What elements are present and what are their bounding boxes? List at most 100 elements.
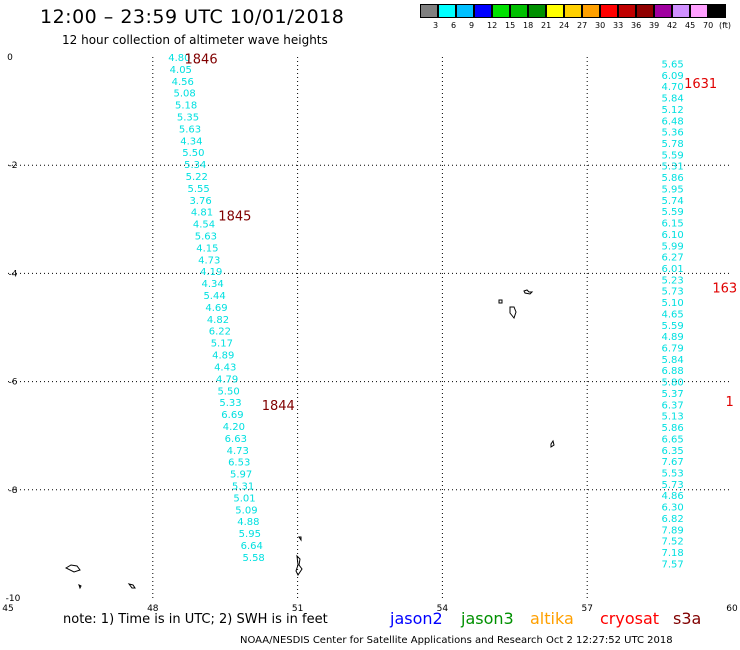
- swh-value: 7.18: [661, 548, 683, 559]
- y-tick-label: -4: [9, 269, 18, 279]
- swh-value: 6.88: [661, 366, 683, 377]
- swh-value: 5.73: [661, 480, 683, 491]
- legend-label: 30: [595, 21, 606, 30]
- legend-swatch: [510, 4, 528, 18]
- swh-value: 6.22: [209, 327, 231, 338]
- swh-value: 4.65: [661, 309, 683, 320]
- legend-swatch: [564, 4, 582, 18]
- y-tick-label: -6: [9, 378, 18, 388]
- swh-value: 5.50: [182, 148, 204, 159]
- swh-value: 3.76: [189, 196, 211, 207]
- legend-swatch: [420, 4, 438, 18]
- swh-value: 5.33: [219, 398, 241, 409]
- swh-value: 6.69: [221, 410, 243, 421]
- satellite-label-jason2: jason2: [390, 609, 443, 628]
- legend-label: 45: [685, 21, 696, 30]
- swh-value: 6.63: [225, 434, 247, 445]
- legend-swatch: [708, 4, 726, 18]
- legend-label: 33: [613, 21, 624, 30]
- swh-value: 5.18: [175, 101, 197, 112]
- legend-label: 12: [487, 21, 498, 30]
- pass-time-label: 1631: [684, 77, 717, 92]
- satellite-label-s3a: s3a: [673, 609, 702, 628]
- swh-value: 6.37: [661, 400, 683, 411]
- swh-value: 6.09: [661, 71, 683, 82]
- swh-value: 4.56: [172, 77, 194, 88]
- legend-label: 39: [649, 21, 660, 30]
- legend-label: 36: [631, 21, 642, 30]
- swh-value: 6.48: [661, 116, 683, 127]
- swh-value: 4.15: [196, 243, 218, 254]
- swh-value: 5.22: [186, 172, 208, 183]
- swh-value: 5.86: [661, 173, 683, 184]
- swh-value: 5.53: [661, 468, 683, 479]
- swh-value: 5.80: [661, 378, 683, 389]
- legend-swatch: [618, 4, 636, 18]
- island: [498, 299, 503, 304]
- island: [523, 289, 534, 295]
- swh-value: 5.17: [211, 339, 233, 350]
- swh-value: 6.82: [661, 514, 683, 525]
- y-tick-label: -2: [9, 161, 18, 171]
- x-tick-label: 57: [581, 604, 592, 614]
- pass-time-label: 163: [712, 282, 737, 297]
- swh-value: 5.44: [203, 291, 225, 302]
- legend-swatch: [636, 4, 654, 18]
- swh-value: 7.57: [661, 559, 683, 570]
- swh-value: 5.50: [217, 386, 239, 397]
- x-tick-label: 54: [437, 604, 449, 614]
- y-tick-label: -10: [6, 594, 21, 604]
- satellite-label-jason3: jason3: [461, 609, 514, 628]
- swh-value: 5.36: [661, 128, 683, 139]
- swh-value: 5.10: [661, 298, 683, 309]
- island: [78, 584, 82, 590]
- swh-value: 4.05: [170, 65, 192, 76]
- swh-value: 5.63: [179, 124, 201, 135]
- satellite-label-cryosat: cryosat: [600, 609, 660, 628]
- swh-value: 5.74: [661, 196, 683, 207]
- swh-value: 4.70: [661, 82, 683, 93]
- swh-value: 4.82: [207, 315, 229, 326]
- swh-value: 6.15: [661, 219, 683, 230]
- swh-value: 5.84: [661, 355, 683, 366]
- x-tick-label: 48: [147, 604, 159, 614]
- swh-value: 5.95: [661, 184, 683, 195]
- swh-value: 6.79: [661, 344, 683, 355]
- page-title: 12:00 – 23:59 UTC 10/01/2018: [40, 6, 345, 28]
- swh-value: 5.35: [177, 113, 199, 124]
- swh-value: 7.67: [661, 457, 683, 468]
- swh-value: 4.88: [237, 517, 259, 528]
- swh-value: 5.97: [230, 470, 252, 481]
- swh-value: 4.79: [216, 374, 238, 385]
- island: [127, 583, 136, 589]
- legend-label: 42: [667, 21, 678, 30]
- swh-value: 4.19: [200, 267, 222, 278]
- credit-text: NOAA/NESDIS Center for Satellite Applica…: [240, 635, 673, 646]
- legend-swatch: [654, 4, 672, 18]
- pass-time-label: 1846: [185, 53, 218, 68]
- swh-value: 6.10: [661, 230, 683, 241]
- legend-label: 70: [703, 21, 714, 30]
- legend-label: 21: [541, 21, 552, 30]
- island: [295, 554, 303, 576]
- swh-value: 4.81: [191, 208, 213, 219]
- swh-value: 6.35: [661, 446, 683, 457]
- pass-time-label: 1845: [218, 210, 251, 225]
- y-tick-label: 0: [7, 53, 13, 63]
- legend-label: 27: [577, 21, 588, 30]
- swh-value: 4.34: [202, 279, 224, 290]
- swh-value: 4.34: [180, 136, 202, 147]
- swh-value: 6.30: [661, 503, 683, 514]
- x-tick-label: 51: [292, 604, 303, 614]
- swh-value: 5.34: [184, 160, 206, 171]
- x-tick-label: 60: [726, 604, 738, 614]
- color-legend: 3 6 9 12 15 18 21 24 27 30 33 36 39 42 45 70 (ft): [420, 4, 731, 40]
- y-tick-label: -8: [9, 486, 18, 496]
- swh-value: 6.65: [661, 434, 683, 445]
- swh-value: 5.37: [661, 389, 683, 400]
- swh-value: 5.23: [661, 275, 683, 286]
- swh-value: 5.73: [661, 287, 683, 298]
- legend-swatch: [672, 4, 690, 18]
- swh-value: 5.08: [174, 89, 196, 100]
